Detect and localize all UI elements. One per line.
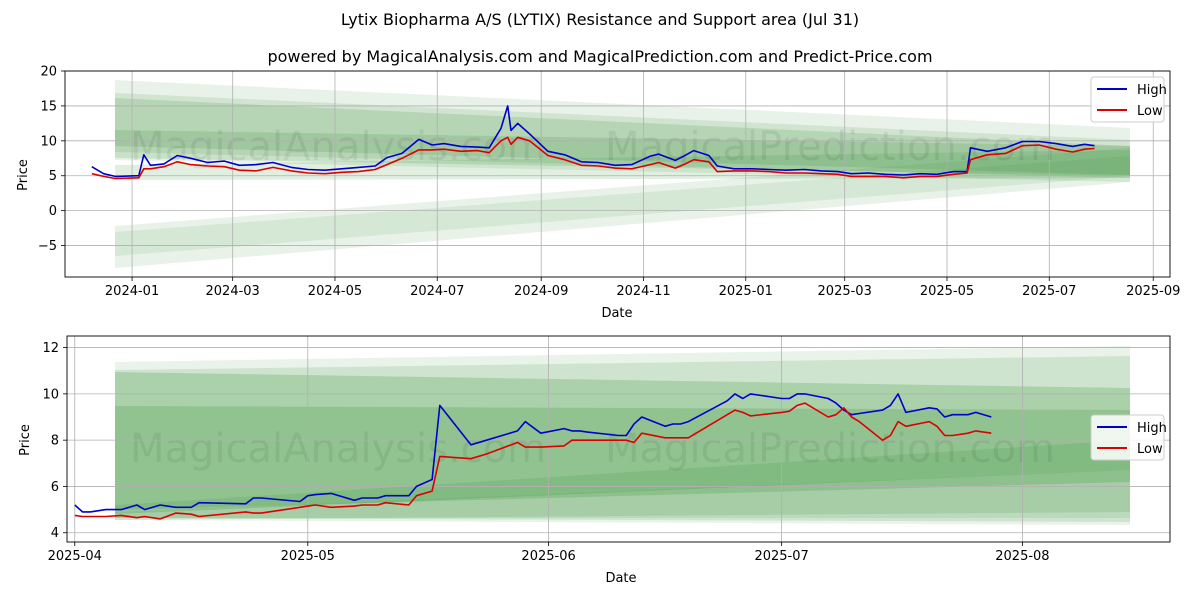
top-x-tick-label: 2025-05 [920,284,974,299]
bottom-y-tick-label: 4 [51,526,59,541]
top-y-axis: −5 0 5 10 15 20 [38,65,65,254]
top-x-tick-label: 2025-03 [818,284,872,299]
top-band-upper-4 [115,130,1130,176]
top-band-lower-1 [115,148,1130,268]
top-legend-low-label: Low [1137,104,1163,119]
bottom-series-high-line [74,393,992,513]
bottom-x-tick-label: 2025-06 [521,549,575,564]
top-band-upper-3 [115,98,1130,175]
top-y-tick-label: 5 [49,169,57,184]
chart-subtitle: powered by MagicalAnalysis.com and Magic… [267,47,932,66]
top-x-tick-label: 2024-09 [514,284,568,299]
top-x-axis: 2024-01 2024-03 2024-05 2024-07 2024-09 2024-… [105,277,1180,299]
top-x-tick-label: 2024-03 [206,284,260,299]
bottom-y-tick-label: 8 [51,434,59,449]
bottom-legend: High Low [1090,414,1167,461]
bottom-x-tick-label: 2025-05 [281,549,335,564]
top-x-tick-label: 2024-11 [616,284,670,299]
bottom-watermark-right: MagicalPrediction.com [605,426,1055,472]
bottom-x-tick-label: 2025-08 [995,549,1049,564]
chart-title: Lytix Biopharma A/S (LYTIX) Resistance a… [341,10,859,29]
top-bands: MagicalAnalysis.com MagicalPrediction.co… [115,80,1130,268]
top-x-tick-label: 2025-01 [719,284,773,299]
top-legend: High Low [1090,76,1167,123]
bottom-legend-high-label: High [1137,421,1167,436]
bottom-band-upper-4 [115,406,1130,510]
bottom-band-upper-3 [115,372,1130,514]
top-plot: MagicalAnalysis.com MagicalPrediction.co… [16,65,1180,322]
bottom-y-tick-label: 6 [51,480,59,495]
top-legend-high-label: High [1137,83,1167,98]
bottom-x-axis: 2025-04 2025-05 2025-06 2025-07 2025-08 [48,542,1050,564]
bottom-series [74,393,992,520]
top-x-tick-label: 2024-07 [410,284,464,299]
top-series [91,105,1095,180]
bottom-y-tick-label: 12 [42,341,59,356]
top-series-low-line [91,136,1095,180]
top-x-tick-label: 2025-09 [1126,284,1180,299]
bottom-x-tick-label: 2025-04 [48,549,102,564]
top-x-tick-label: 2024-05 [308,284,362,299]
top-x-axis-label: Date [601,306,632,321]
top-y-axis-label: Price [16,159,31,191]
bottom-watermark-left: MagicalAnalysis.com [130,426,546,472]
top-watermark-right: MagicalPrediction.com [605,124,1055,170]
bottom-band-lower-2 [115,470,1130,518]
bottom-series-low-line [74,402,992,520]
bottom-y-tick-label: 10 [42,387,59,402]
top-axes-frame [64,70,1171,278]
top-x-tick-label: 2025-07 [1022,284,1076,299]
bottom-x-tick-label: 2025-07 [754,549,808,564]
top-y-tick-label: 0 [49,204,57,219]
top-band-upper-2 [115,93,1130,178]
top-y-tick-label: 10 [40,134,57,149]
bottom-legend-low-label: Low [1137,442,1163,457]
bottom-band-upper-2 [115,356,1130,522]
bottom-y-axis: 4 6 8 10 12 [42,341,67,541]
bottom-axes-frame [66,335,1171,543]
top-x-tick-label: 2024-01 [105,284,159,299]
top-band-upper-1 [115,80,1130,182]
top-y-tick-label: −5 [38,239,57,254]
bottom-band-lower-1 [115,440,1130,520]
bottom-x-axis-label: Date [605,571,636,586]
bottom-watermark: MagicalAnalysis.com MagicalPrediction.co… [130,426,1055,472]
top-band-lower-2 [115,156,1130,256]
bottom-y-axis-label: Price [18,424,33,456]
bottom-plot: MagicalAnalysis.com MagicalPrediction.co… [18,335,1171,586]
top-y-tick-label: 20 [40,65,57,80]
top-y-tick-label: 15 [40,99,57,114]
top-watermark: MagicalAnalysis.com MagicalPrediction.co… [130,124,1055,170]
top-series-high-line [91,105,1095,178]
